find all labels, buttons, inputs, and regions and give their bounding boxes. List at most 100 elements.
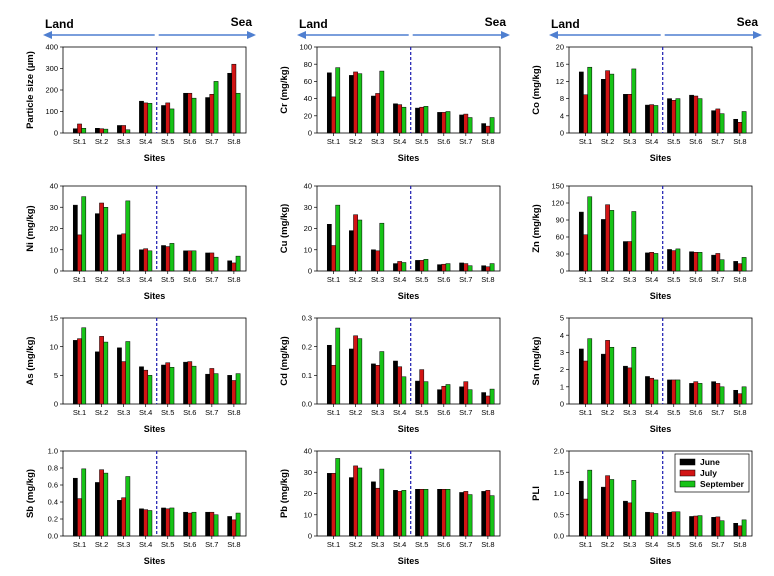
bar — [147, 103, 153, 134]
bar — [231, 380, 237, 405]
bar — [72, 340, 78, 405]
y-axis-label: Cd (mg/kg) — [279, 336, 290, 386]
bar — [583, 498, 588, 537]
bar — [667, 379, 672, 405]
y-tick-label: 1.0 — [554, 489, 564, 498]
bar — [627, 367, 632, 405]
bar — [737, 525, 743, 537]
bar — [353, 71, 358, 134]
y-tick-label: 100 — [299, 43, 312, 52]
bar — [578, 348, 584, 405]
bar — [121, 125, 126, 134]
x-tick-label: St.2 — [601, 540, 614, 549]
bar — [143, 248, 149, 272]
bar — [715, 253, 721, 272]
bar — [147, 375, 153, 405]
bar — [147, 250, 153, 272]
y-tick-label: 10 — [304, 245, 312, 254]
bar — [423, 259, 429, 272]
x-tick-label: St.8 — [481, 137, 494, 146]
bar — [605, 340, 610, 405]
y-tick-label: 20 — [304, 489, 312, 498]
bar — [213, 256, 219, 272]
x-tick-label: St.3 — [371, 540, 384, 549]
x-tick-label: St.3 — [623, 408, 636, 417]
y-tick-label: 30 — [304, 203, 312, 212]
y-tick-label: 0 — [308, 129, 312, 138]
bar — [353, 465, 358, 537]
x-axis-label: Sites — [398, 556, 420, 566]
bar — [397, 104, 403, 134]
y-tick-label: 0.2 — [48, 515, 58, 524]
x-tick-label: St.6 — [183, 137, 196, 146]
x-tick-label: St.8 — [733, 540, 746, 549]
bar — [375, 93, 380, 134]
x-tick-label: St.2 — [95, 408, 108, 417]
x-tick-label: St.4 — [645, 408, 658, 417]
bar — [667, 98, 672, 134]
y-tick-label: 1.5 — [554, 468, 564, 477]
bar — [183, 92, 188, 134]
legend-swatch-september — [679, 480, 696, 488]
bar — [191, 97, 197, 134]
x-tick-label: St.1 — [327, 137, 340, 146]
x-tick-label: St.6 — [437, 275, 450, 284]
bar — [689, 251, 694, 272]
y-tick-label: 4 — [560, 111, 564, 120]
bar — [605, 70, 610, 134]
bar — [143, 369, 149, 405]
bar — [379, 351, 385, 405]
bar — [139, 366, 144, 405]
bar — [187, 92, 193, 134]
bar — [631, 346, 637, 405]
bar — [205, 97, 210, 134]
y-tick-label: 0.6 — [48, 481, 58, 490]
y-tick-label: 10 — [50, 342, 58, 351]
bar — [77, 123, 82, 134]
bar — [459, 492, 464, 537]
x-tick-label: St.3 — [371, 275, 384, 284]
bar — [645, 511, 650, 537]
bar — [445, 111, 451, 134]
bar — [653, 105, 659, 134]
bar — [459, 386, 464, 405]
bar — [397, 366, 403, 405]
chart-panel: 0 5 10 15 St.1 St.2 St.3 St.4 St.5 St.6 St.7 St.8 As… — [25, 314, 247, 434]
x-tick-label: St.5 — [415, 275, 428, 284]
x-tick-label: St.5 — [161, 540, 174, 549]
bar — [481, 265, 487, 272]
y-tick-label: 1.0 — [48, 447, 58, 456]
bar — [81, 468, 87, 537]
x-tick-label: St.3 — [117, 275, 130, 284]
bar — [587, 66, 593, 134]
x-tick-label: St.6 — [437, 540, 450, 549]
bar — [331, 245, 336, 272]
bar — [733, 118, 739, 134]
bar — [463, 381, 469, 405]
x-tick-label: St.5 — [667, 540, 680, 549]
y-tick-label: 4 — [560, 331, 564, 340]
x-axis-label: Sites — [398, 153, 420, 163]
plot-frame — [568, 317, 753, 405]
x-tick-label: St.4 — [645, 275, 658, 284]
bar — [489, 117, 495, 134]
x-axis-label: Sites — [398, 291, 420, 301]
y-tick-label: 40 — [304, 94, 312, 103]
chart-panel: 0 20 40 60 80 100 St.1 St.2 St.3 St.4 St.5 St.6 St.7… — [279, 43, 501, 163]
x-tick-label: St.5 — [161, 275, 174, 284]
bar — [99, 469, 104, 537]
bar — [125, 341, 131, 405]
bar — [371, 481, 376, 537]
legend-swatch-july — [679, 469, 696, 477]
x-tick-label: St.2 — [601, 137, 614, 146]
bar — [81, 196, 87, 272]
y-axis-label: Zn (mg/kg) — [531, 204, 542, 253]
x-tick-label: St.6 — [183, 275, 196, 284]
y-tick-label: 3 — [560, 348, 564, 357]
x-tick-label: St.2 — [601, 275, 614, 284]
bar — [209, 368, 215, 405]
plot-frame — [62, 46, 247, 134]
bar — [77, 498, 82, 537]
y-tick-label: 20 — [50, 224, 58, 233]
bar — [623, 241, 628, 272]
